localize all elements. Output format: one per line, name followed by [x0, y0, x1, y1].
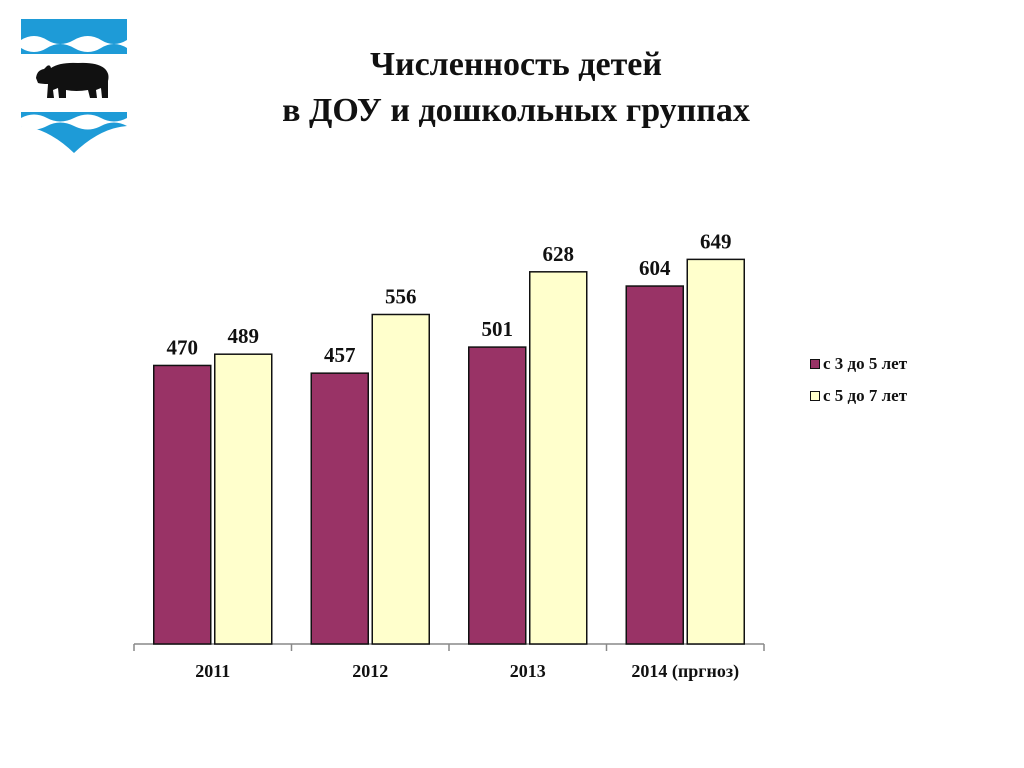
bar-series-2 [214, 353, 273, 645]
bear-icon [36, 62, 109, 98]
coat-of-arms-bear-emblem [21, 19, 127, 153]
bar-series-1 [153, 364, 212, 645]
legend-swatch-series-2 [810, 391, 820, 401]
bar-series-1 [625, 285, 684, 645]
data-label: 501 [482, 317, 514, 341]
legend-item-series-2: с 5 до 7 лет [810, 380, 907, 412]
slide-title: Численность детей в ДОУ и дошкольных гру… [200, 42, 832, 134]
x-tick-label: 2013 [510, 661, 546, 681]
data-label: 556 [385, 284, 417, 308]
x-tick-label: 2012 [352, 661, 388, 681]
bar-series-2 [371, 313, 430, 645]
bar-series-1 [468, 346, 527, 645]
data-label: 628 [543, 242, 575, 266]
data-label: 649 [700, 229, 732, 253]
legend-label-series-2: с 5 до 7 лет [823, 386, 908, 405]
data-label: 604 [639, 256, 671, 280]
bar-series-2 [686, 258, 745, 645]
bar-series-1 [310, 372, 369, 645]
emblem-wave-bottom [21, 114, 127, 130]
data-label: 457 [324, 343, 356, 367]
chart-legend: с 3 до 5 лет с 5 до 7 лет [810, 348, 907, 412]
bar-series-2 [529, 271, 588, 645]
x-tick-label: 2011 [195, 661, 230, 681]
data-label: 470 [167, 335, 199, 359]
emblem-wave-top [21, 36, 127, 52]
title-line-2: в ДОУ и дошкольных группах [282, 92, 750, 129]
legend-label-series-1: с 3 до 5 лет [823, 354, 908, 373]
legend-item-series-1: с 3 до 5 лет [810, 348, 907, 380]
data-label: 489 [228, 324, 260, 348]
title-line-1: Численность детей [370, 46, 662, 83]
legend-swatch-series-1 [810, 359, 820, 369]
x-tick-label: 2014 (пргноз) [631, 661, 739, 682]
